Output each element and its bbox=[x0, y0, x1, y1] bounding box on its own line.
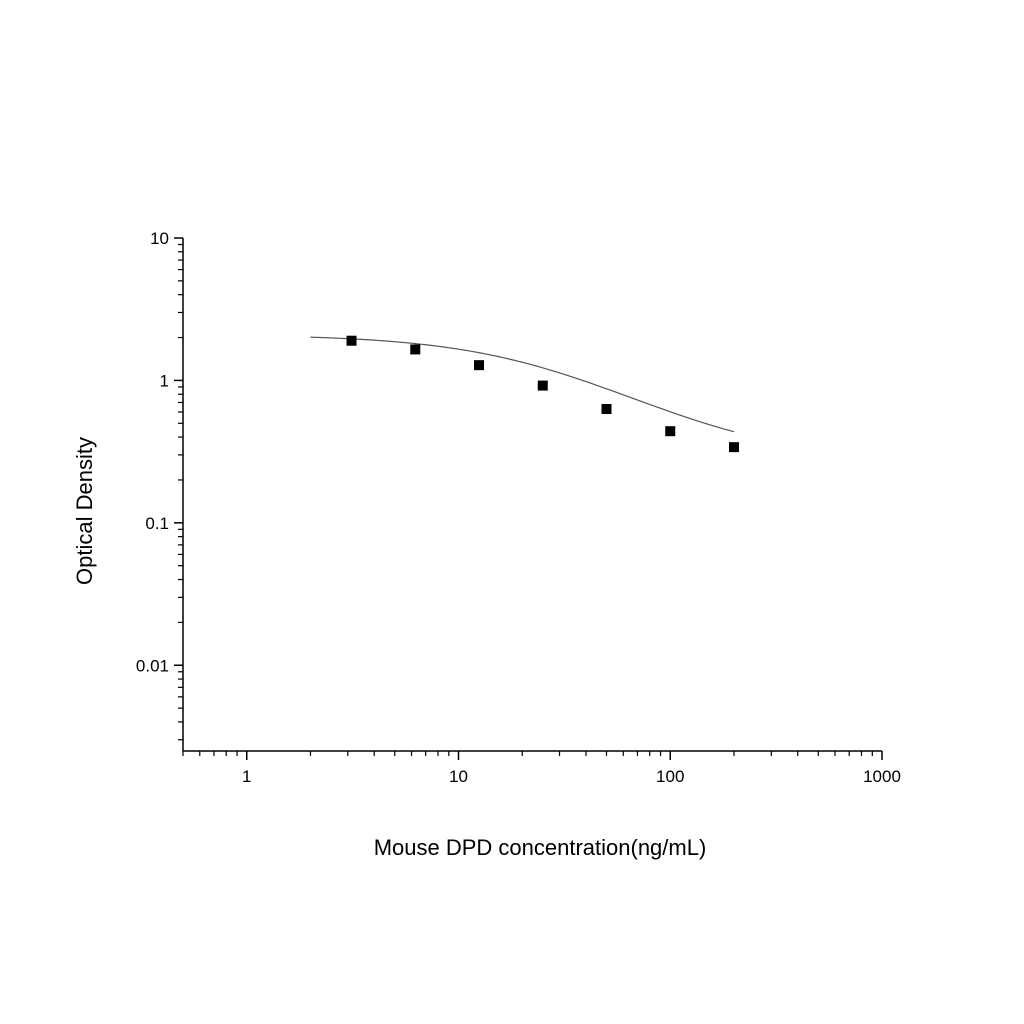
data-point bbox=[474, 360, 485, 371]
fit-curve-group bbox=[310, 336, 735, 433]
data-point bbox=[665, 426, 676, 437]
data-point bbox=[410, 344, 421, 355]
y-tick-label: 0.01 bbox=[136, 656, 169, 675]
data-point bbox=[728, 442, 739, 453]
y-tick-label: 0.1 bbox=[145, 514, 169, 533]
y-tick-label: 1 bbox=[160, 371, 169, 390]
y-axis-title: Optical Density bbox=[72, 437, 97, 585]
x-tick-label: 1 bbox=[242, 767, 251, 786]
x-axis-title: Mouse DPD concentration(ng/mL) bbox=[374, 835, 707, 860]
data-point bbox=[601, 403, 612, 414]
x-tick-label: 10 bbox=[449, 767, 468, 786]
ticks: 1 10 100 1000 10 1 0.1 0.01 bbox=[136, 229, 901, 786]
axes bbox=[182, 238, 882, 752]
x-tick-label: 1000 bbox=[863, 767, 901, 786]
x-tick-label: 100 bbox=[656, 767, 684, 786]
data-point bbox=[346, 335, 357, 346]
y-tick-label: 10 bbox=[150, 229, 169, 248]
fit-curve bbox=[310, 336, 735, 433]
data-points bbox=[346, 335, 739, 453]
data-point bbox=[537, 380, 548, 391]
